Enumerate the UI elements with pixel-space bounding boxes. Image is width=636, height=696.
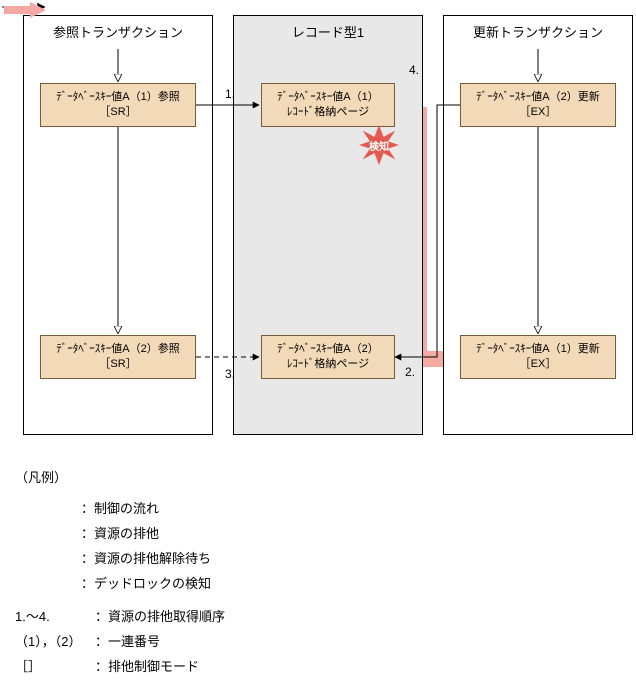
node-r1-line2: ［EX］ (465, 105, 611, 120)
legend-row-dashed: ：資源の排他解除待ち (15, 548, 621, 567)
detect-star: 検知 (359, 125, 399, 165)
node-l2-line2: ［SR］ (45, 357, 191, 372)
legend-row-solid: ：資源の排他 (15, 523, 621, 542)
legend-row-thick: ：デッドロックの検知 (15, 573, 621, 592)
right-column-title: 更新トランザクション (444, 16, 632, 43)
legend-extra-0-sym: 1.～4. (15, 606, 89, 625)
legend-extra-2: ［］ ：排他制御モード (15, 656, 621, 675)
legend-extra-1-sym: （1），（2） (15, 631, 89, 650)
node-l2: ﾃﾞｰﾀﾍﾞｰｽｷｰ値A（2）参照 ［SR］ (40, 335, 196, 379)
legend-solid-text: ：資源の排他 (81, 523, 159, 542)
legend-title: （凡例） (15, 467, 621, 486)
step-4-label: 4. (409, 63, 419, 77)
diagram-canvas: 参照トランザクション レコード型1 更新トランザクション ﾃﾞｰﾀﾍﾞｰｽｷｰ値… (15, 15, 621, 455)
node-m1-line1: ﾃﾞｰﾀﾍﾞｰｽｷｰ値A（1） (266, 90, 390, 105)
node-r2: ﾃﾞｰﾀﾍﾞｰｽｷｰ値A（1）更新 ［EX］ (460, 335, 616, 379)
node-l1-line1: ﾃﾞｰﾀﾍﾞｰｽｷｰ値A（1）参照 (45, 90, 191, 105)
node-r1-line1: ﾃﾞｰﾀﾍﾞｰｽｷｰ値A（2）更新 (465, 90, 611, 105)
legend-open-text: ：制御の流れ (81, 498, 159, 517)
step-1-label: 1. (225, 87, 235, 101)
legend: （凡例） ：制御の流れ ：資源の排他 ：資源の排他解除待ち (15, 467, 621, 675)
node-r2-line2: ［EX］ (465, 357, 611, 372)
node-l1: ﾃﾞｰﾀﾍﾞｰｽｷｰ値A（1）参照 ［SR］ (40, 83, 196, 127)
legend-extra-2-sym: ［］ (15, 656, 89, 675)
node-m1-line2: ﾚｺｰﾄﾞ格納ページ (266, 105, 390, 120)
node-m2-line1: ﾃﾞｰﾀﾍﾞｰｽｷｰ値A（2） (266, 342, 390, 357)
node-l2-line1: ﾃﾞｰﾀﾍﾞｰｽｷｰ値A（2）参照 (45, 342, 191, 357)
node-l1-line2: ［SR］ (45, 105, 191, 120)
legend-extra-0: 1.～4. ：資源の排他取得順序 (15, 606, 621, 625)
node-r1: ﾃﾞｰﾀﾍﾞｰｽｷｰ値A（2）更新 ［EX］ (460, 83, 616, 127)
legend-extra-2-text: ：排他制御モード (95, 656, 199, 675)
legend-extra-0-text: ：資源の排他取得順序 (95, 606, 225, 625)
node-r2-line1: ﾃﾞｰﾀﾍﾞｰｽｷｰ値A（1）更新 (465, 342, 611, 357)
step-3-label: 3. (225, 367, 235, 381)
legend-extra-1: （1），（2） ：一連番号 (15, 631, 621, 650)
legend-dashed-text: ：資源の排他解除待ち (81, 548, 211, 567)
left-column-title: 参照トランザクション (24, 16, 212, 43)
node-m1: ﾃﾞｰﾀﾍﾞｰｽｷｰ値A（1） ﾚｺｰﾄﾞ格納ページ (261, 83, 395, 127)
node-m2: ﾃﾞｰﾀﾍﾞｰｽｷｰ値A（2） ﾚｺｰﾄﾞ格納ページ (261, 335, 395, 379)
node-m2-line2: ﾚｺｰﾄﾞ格納ページ (266, 357, 390, 372)
detect-label: 検知 (369, 138, 389, 153)
legend-extra-1-text: ：一連番号 (95, 631, 160, 650)
legend-row-open: ：制御の流れ (15, 498, 621, 517)
step-2-label: 2. (405, 365, 415, 379)
middle-column-title: レコード型1 (234, 16, 422, 43)
legend-thick-text: ：デッドロックの検知 (81, 573, 211, 592)
